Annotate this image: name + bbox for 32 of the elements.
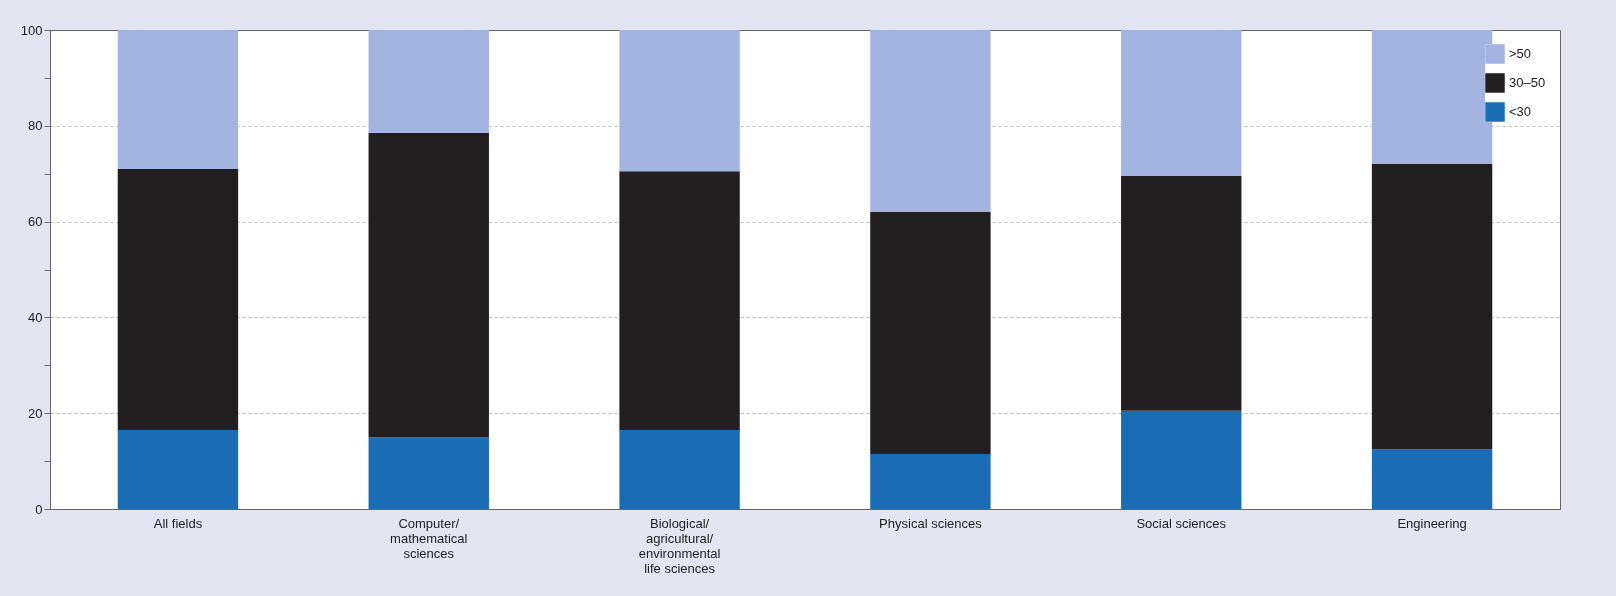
y-tick-label: 20 (28, 405, 43, 421)
legend-label: 30–50 (1509, 75, 1546, 90)
y-tick-label: 80 (28, 118, 43, 134)
bar (368, 132, 489, 438)
bar (870, 30, 991, 213)
bar (1371, 449, 1493, 509)
x-tick-label: Biological/agricultural/environmental life sciences (638, 515, 721, 576)
x-tick-label: Engineering (1397, 515, 1467, 531)
y-tick-label: 100 (20, 22, 43, 38)
bar (368, 437, 489, 509)
y-tick-label: 40 (28, 309, 43, 325)
x-tick-label: Social sciences (1136, 515, 1227, 531)
legend-label: <30 (1509, 104, 1532, 119)
bar (1371, 164, 1493, 450)
bar (619, 171, 740, 430)
bar (619, 30, 740, 172)
bar (117, 168, 239, 430)
bar (619, 429, 740, 509)
legend-label: >50 (1509, 46, 1532, 61)
y-tick-label: 0 (35, 501, 43, 517)
bar (1121, 30, 1242, 177)
y-tick-label: 60 (28, 214, 43, 230)
bar (1121, 176, 1242, 411)
x-tick-label: All fields (153, 515, 203, 531)
bar (870, 453, 991, 509)
bar (1121, 410, 1242, 509)
x-tick-label: Physical sciences (879, 515, 983, 531)
bar (368, 30, 489, 133)
x-tick-label: Computer/mathematical sciences (390, 515, 468, 561)
bar (117, 30, 239, 169)
bar (117, 429, 239, 509)
bar (870, 212, 991, 454)
